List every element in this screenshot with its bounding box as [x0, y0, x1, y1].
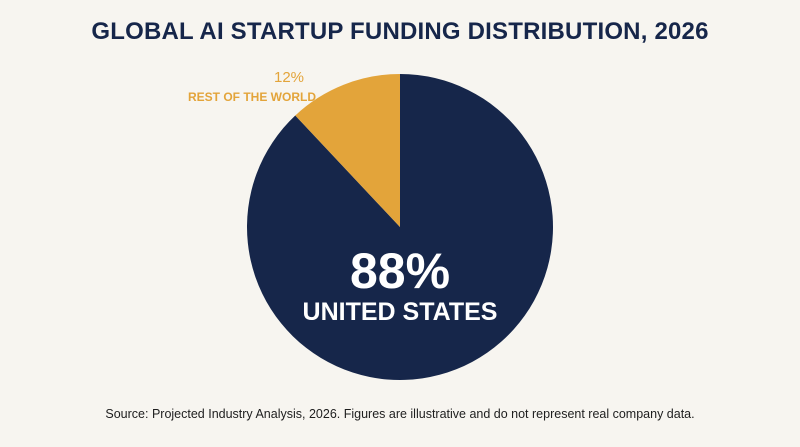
source-note: Source: Projected Industry Analysis, 202… [105, 407, 695, 421]
united-states-value-label: 88% [350, 243, 450, 299]
united-states-slice [247, 74, 553, 381]
united-states-label: UNITED STATES [303, 298, 498, 326]
rest-of-world-slice [295, 74, 400, 227]
pie-slices [247, 74, 553, 381]
rest-of-world-label: REST OF THE WORLD [188, 90, 316, 104]
chart-title: GLOBAL AI STARTUP FUNDING DISTRIBUTION, … [91, 18, 709, 45]
rest-of-world-value-label: 12% [274, 69, 304, 86]
pie-labels: 88% UNITED STATES 12% REST OF THE WORLD [188, 69, 497, 326]
